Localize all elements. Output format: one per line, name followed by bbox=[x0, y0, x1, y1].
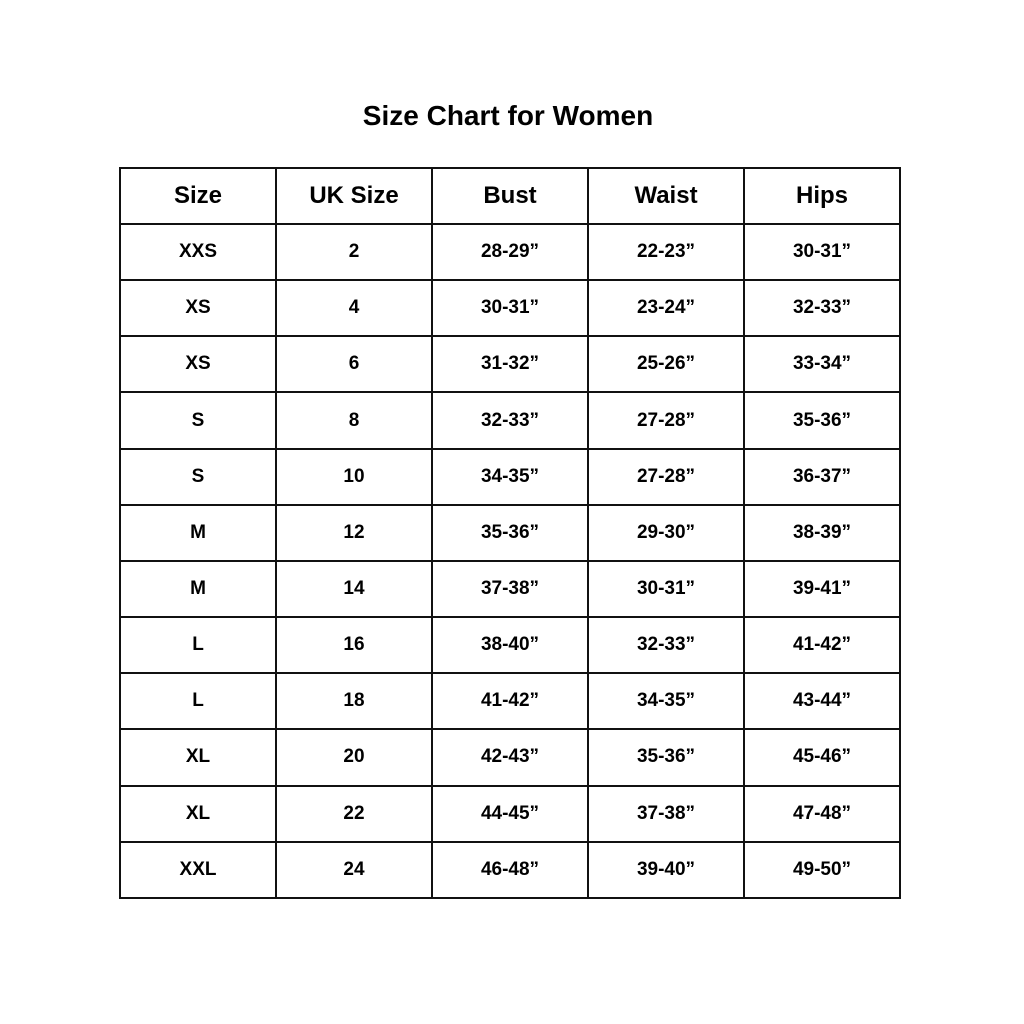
table-cell: 39-41” bbox=[743, 559, 901, 619]
table-cell: 47-48” bbox=[743, 784, 901, 843]
column-header: UK Size bbox=[275, 167, 433, 225]
table-cell: 41-42” bbox=[431, 672, 589, 731]
table-cell: 30-31” bbox=[587, 559, 745, 619]
table-cell: 28-29” bbox=[431, 222, 589, 282]
table-cell: 32-33” bbox=[587, 616, 745, 675]
table-cell: XXS bbox=[119, 222, 277, 282]
table-cell: 30-31” bbox=[431, 279, 589, 338]
table-cell: 35-36” bbox=[431, 503, 589, 562]
page-title: Size Chart for Women bbox=[362, 100, 654, 131]
table-cell: 30-31” bbox=[743, 222, 901, 282]
table-cell: 46-48” bbox=[431, 840, 589, 900]
table-cell: XXL bbox=[119, 840, 277, 900]
table-cell: 36-37” bbox=[743, 447, 901, 506]
table-cell: 42-43” bbox=[431, 728, 589, 787]
table-cell: 43-44” bbox=[743, 672, 901, 731]
table-cell: 32-33” bbox=[431, 391, 589, 450]
table-row: XXS 2 28-29” 22-23” 30-31” bbox=[119, 222, 901, 282]
header-row: Size UK Size Bust Waist Hips bbox=[119, 167, 901, 225]
column-header: Waist bbox=[587, 167, 745, 225]
table-row: XS 6 31-32” 25-26” 33-34” bbox=[119, 335, 901, 394]
table-cell: 10 bbox=[275, 447, 433, 506]
table-cell: 16 bbox=[275, 616, 433, 675]
table-cell: 33-34” bbox=[743, 335, 901, 394]
table-cell: XL bbox=[119, 784, 277, 843]
table-row: S 10 34-35” 27-28” 36-37” bbox=[119, 447, 901, 506]
table-cell: 38-39” bbox=[743, 503, 901, 562]
table-cell: S bbox=[119, 391, 277, 450]
table-row: L 16 38-40” 32-33” 41-42” bbox=[119, 616, 901, 675]
table-cell: 37-38” bbox=[587, 784, 745, 843]
table-cell: 18 bbox=[275, 672, 433, 731]
table-cell: 32-33” bbox=[743, 279, 901, 338]
table-cell: 29-30” bbox=[587, 503, 745, 562]
table-row: XS 4 30-31” 23-24” 32-33” bbox=[119, 279, 901, 338]
column-header: Hips bbox=[743, 167, 901, 225]
table-cell: 34-35” bbox=[587, 672, 745, 731]
table-cell: 45-46” bbox=[743, 728, 901, 787]
table-cell: 31-32” bbox=[431, 335, 589, 394]
table-cell: 37-38” bbox=[431, 559, 589, 619]
table-row: M 12 35-36” 29-30” 38-39” bbox=[119, 503, 901, 562]
table-cell: 24 bbox=[275, 840, 433, 900]
table-cell: 4 bbox=[275, 279, 433, 338]
table-row: XL 22 44-45” 37-38” 47-48” bbox=[119, 784, 901, 843]
size-chart-table: Size UK Size Bust Waist Hips XXS 2 28-29” 22-23… bbox=[119, 167, 901, 900]
table-cell: 38-40” bbox=[431, 616, 589, 675]
table-cell: 44-45” bbox=[431, 784, 589, 843]
table-cell: 6 bbox=[275, 335, 433, 394]
table-cell: L bbox=[119, 672, 277, 731]
table-cell: 22-23” bbox=[587, 222, 745, 282]
table-row: XXL 24 46-48” 39-40” 49-50” bbox=[119, 840, 901, 900]
table-cell: 22 bbox=[275, 784, 433, 843]
table-cell: 49-50” bbox=[743, 840, 901, 900]
table-cell: 35-36” bbox=[743, 391, 901, 450]
column-header: Size bbox=[119, 167, 277, 225]
table-cell: S bbox=[119, 447, 277, 506]
table-cell: 35-36” bbox=[587, 728, 745, 787]
table-cell: L bbox=[119, 616, 277, 675]
table-cell: M bbox=[119, 503, 277, 562]
table-cell: M bbox=[119, 559, 277, 619]
table-cell: 39-40” bbox=[587, 840, 745, 900]
table-cell: 25-26” bbox=[587, 335, 745, 394]
table-cell: XL bbox=[119, 728, 277, 787]
table-cell: XS bbox=[119, 279, 277, 338]
table-cell: 27-28” bbox=[587, 447, 745, 506]
table-cell: 20 bbox=[275, 728, 433, 787]
table-cell: 27-28” bbox=[587, 391, 745, 450]
table-row: S 8 32-33” 27-28” 35-36” bbox=[119, 391, 901, 450]
table-cell: 41-42” bbox=[743, 616, 901, 675]
table-cell: 34-35” bbox=[431, 447, 589, 506]
table-row: M 14 37-38” 30-31” 39-41” bbox=[119, 559, 901, 619]
table-row: XL 20 42-43” 35-36” 45-46” bbox=[119, 728, 901, 787]
table-row: L 18 41-42” 34-35” 43-44” bbox=[119, 672, 901, 731]
table-cell: 23-24” bbox=[587, 279, 745, 338]
table-cell: 14 bbox=[275, 559, 433, 619]
table-cell: 12 bbox=[275, 503, 433, 562]
table-cell: XS bbox=[119, 335, 277, 394]
column-header: Bust bbox=[431, 167, 589, 225]
table-cell: 8 bbox=[275, 391, 433, 450]
table-cell: 2 bbox=[275, 222, 433, 282]
